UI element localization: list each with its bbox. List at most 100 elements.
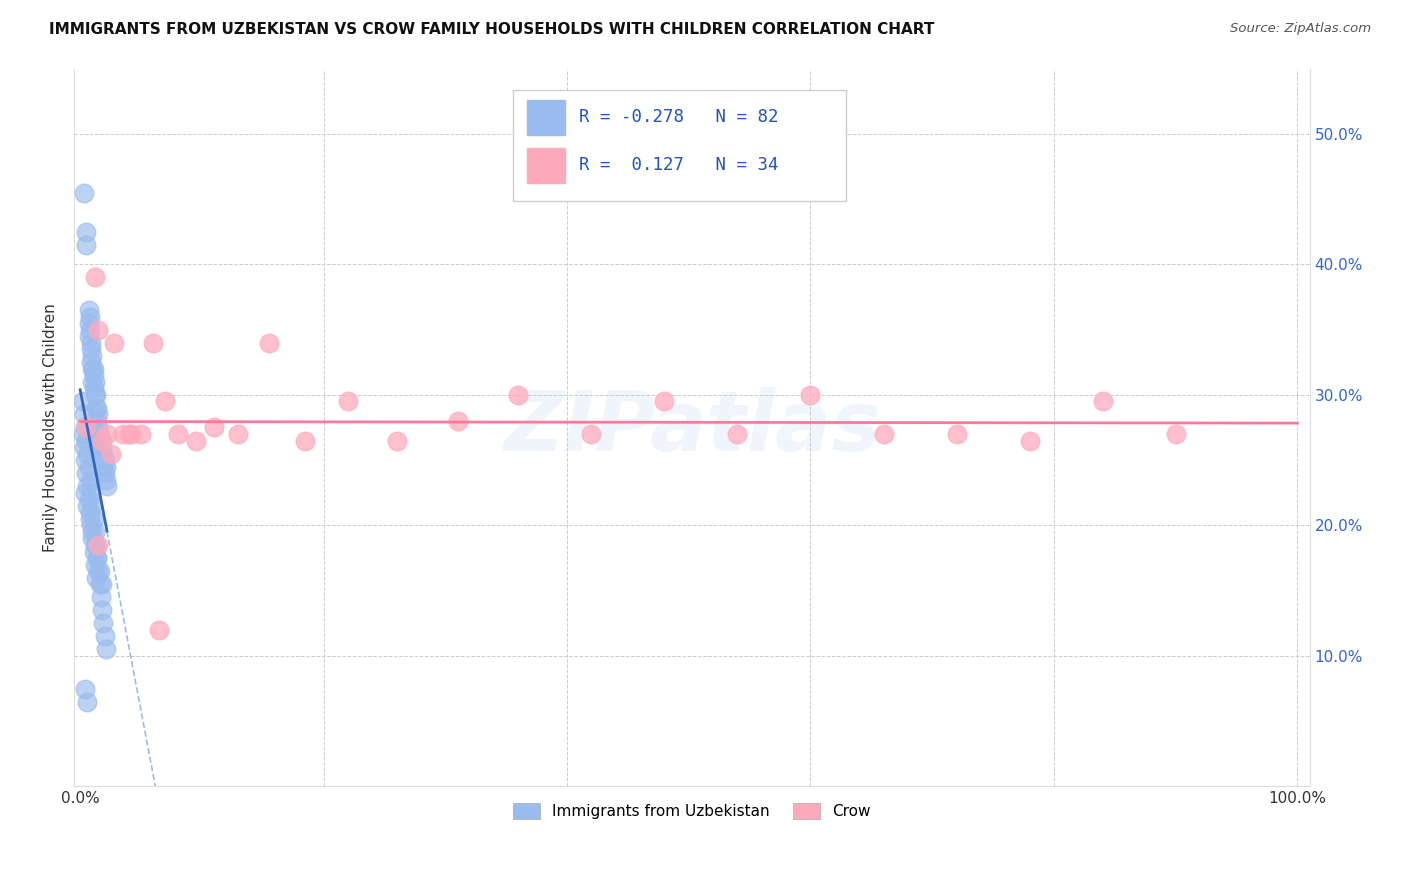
Point [79, 512, 101, 526]
Point [129, 427, 152, 442]
Point [89, 440, 111, 454]
Point [80, 355, 103, 369]
Point [72, 427, 94, 442]
Point [90, 434, 112, 448]
Point [82, 361, 104, 376]
Point [89, 564, 111, 578]
Point [73, 485, 96, 500]
Point [75, 420, 97, 434]
Point [508, 388, 530, 402]
Point [155, 394, 177, 409]
Point [83, 368, 105, 383]
Point [87, 434, 110, 448]
Point [91, 440, 114, 454]
Point [77, 329, 100, 343]
Point [77, 303, 100, 318]
Point [83, 375, 105, 389]
Point [80, 335, 103, 350]
Text: IMMIGRANTS FROM UZBEKISTAN VS CROW FAMILY HOUSEHOLDS WITH CHILDREN CORRELATION C: IMMIGRANTS FROM UZBEKISTAN VS CROW FAMIL… [49, 22, 935, 37]
Point [83, 381, 105, 395]
Legend: Immigrants from Uzbekistan, Crow: Immigrants from Uzbekistan, Crow [506, 797, 877, 825]
Point [336, 394, 359, 409]
Point [86, 401, 108, 415]
Point [76, 447, 98, 461]
Point [83, 558, 105, 572]
Point [294, 434, 316, 448]
Point [94, 642, 117, 657]
Point [91, 447, 114, 461]
Point [75, 466, 97, 480]
Point [87, 564, 110, 578]
Point [83, 388, 105, 402]
Point [83, 544, 105, 558]
Point [73, 420, 96, 434]
Point [100, 447, 122, 461]
Text: R = -0.278   N = 82: R = -0.278 N = 82 [579, 108, 779, 127]
Point [87, 323, 110, 337]
Point [96, 479, 118, 493]
Point [77, 492, 100, 507]
Point [91, 453, 114, 467]
Bar [527, 148, 565, 183]
Point [77, 316, 100, 330]
Point [86, 551, 108, 566]
Point [91, 577, 114, 591]
Point [73, 408, 96, 422]
Point [385, 434, 408, 448]
Point [96, 427, 118, 442]
Point [87, 538, 110, 552]
Point [80, 342, 103, 356]
Point [80, 518, 103, 533]
Point [93, 629, 115, 643]
Y-axis label: Family Households with Children: Family Households with Children [44, 303, 58, 552]
Point [90, 591, 112, 605]
Point [82, 532, 104, 546]
FancyBboxPatch shape [513, 90, 846, 202]
Point [94, 459, 117, 474]
Point [84, 388, 107, 402]
Point [89, 577, 111, 591]
Point [79, 310, 101, 324]
Point [76, 479, 98, 493]
Point [184, 434, 207, 448]
Point [91, 459, 114, 474]
Point [799, 388, 821, 402]
Point [148, 623, 170, 637]
Point [111, 427, 134, 442]
Point [945, 427, 967, 442]
Point [91, 616, 114, 631]
Text: ZIPatlas: ZIPatlas [503, 387, 880, 468]
Point [91, 603, 114, 617]
Point [94, 473, 117, 487]
Point [83, 524, 105, 539]
Point [1018, 434, 1040, 448]
Bar [527, 100, 565, 135]
Text: Source: ZipAtlas.com: Source: ZipAtlas.com [1230, 22, 1371, 36]
Point [73, 681, 96, 696]
Point [82, 349, 104, 363]
Point [228, 427, 250, 442]
Point [87, 420, 110, 434]
Point [79, 323, 101, 337]
Point [83, 512, 105, 526]
Point [91, 434, 114, 448]
Point [1091, 394, 1114, 409]
Point [166, 427, 188, 442]
Point [79, 473, 101, 487]
Point [87, 408, 110, 422]
Point [76, 695, 98, 709]
Point [86, 414, 108, 428]
Point [82, 524, 104, 539]
Point [654, 394, 676, 409]
Point [142, 335, 165, 350]
Point [77, 459, 100, 474]
Point [581, 427, 603, 442]
Point [76, 499, 98, 513]
Point [446, 414, 468, 428]
Point [73, 440, 96, 454]
Point [75, 237, 97, 252]
Point [86, 551, 108, 566]
Point [202, 420, 225, 434]
Point [93, 466, 115, 480]
Point [83, 270, 105, 285]
